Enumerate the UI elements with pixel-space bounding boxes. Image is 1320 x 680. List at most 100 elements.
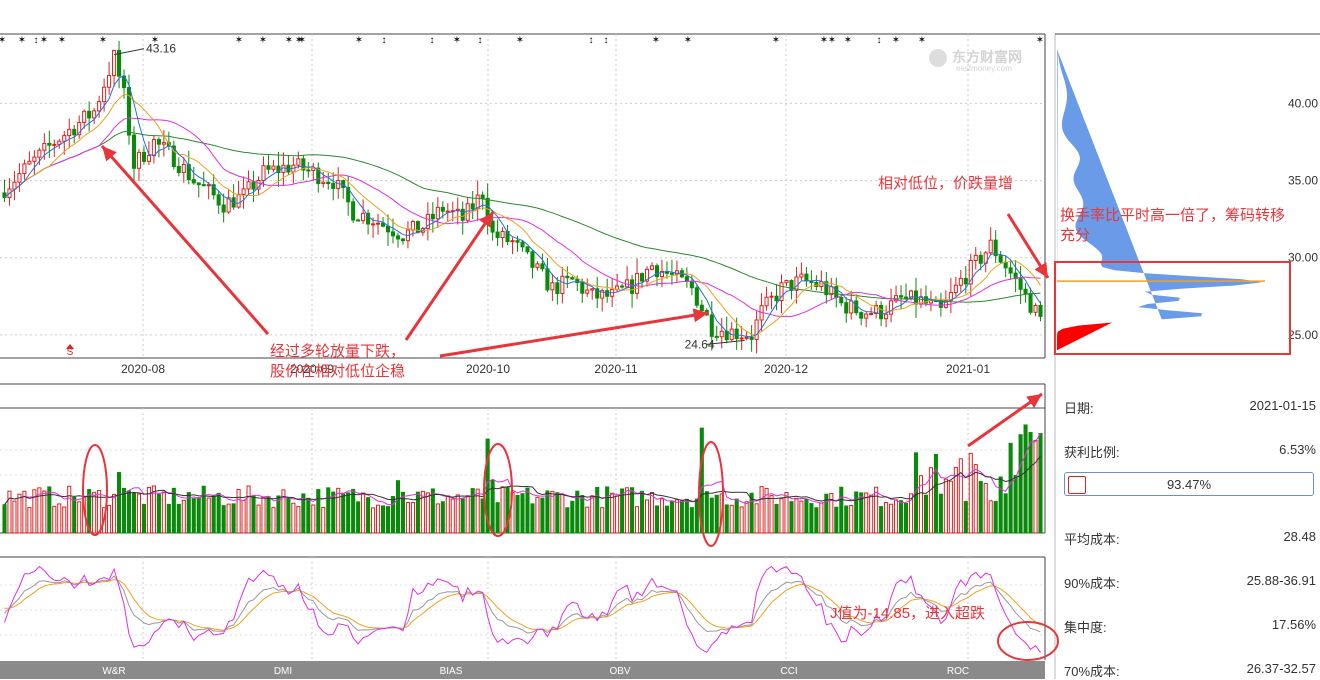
candle-down (859, 312, 864, 319)
arrow-to-volume (967, 392, 1043, 448)
candle-up (107, 75, 112, 88)
ma5-line (4, 74, 1041, 338)
candle-up (92, 110, 97, 119)
volume-bar-down (331, 491, 336, 534)
event-marker: ✶ (18, 35, 26, 46)
low-price-label: 24.64 (685, 337, 715, 351)
candle-up (884, 313, 889, 320)
volume-bar-down (1028, 432, 1033, 534)
volume-bar-down (196, 497, 201, 534)
candle-up (146, 155, 151, 162)
candle-up (874, 304, 879, 314)
volume-bar-down (470, 488, 475, 534)
j-value-ellipse (997, 621, 1059, 661)
volume-bar-up (988, 500, 993, 534)
volume-bar-up (819, 502, 824, 534)
volume-bar-down (385, 506, 391, 534)
volume-bar-down (276, 495, 281, 534)
volume-bar-up (445, 495, 450, 534)
volume-bar-up (236, 488, 241, 534)
avg-cost-label: 平均成本: (1064, 532, 1120, 547)
volume-bar-up (22, 490, 27, 534)
candle-down (191, 179, 196, 184)
volume-bar-down (575, 490, 580, 534)
candle-up (22, 163, 27, 175)
volume-bar-up (405, 502, 410, 534)
candle-down (72, 128, 77, 136)
candle-down (1013, 272, 1018, 280)
volume-bar-up (953, 467, 958, 534)
volume-bar-up (42, 490, 47, 534)
candle-up (206, 184, 211, 187)
arrow-to-oct-low (404, 211, 495, 341)
indicator-tab-obv: OBV (609, 666, 630, 677)
volume-bar-up (435, 503, 440, 534)
candle-up (236, 193, 241, 208)
event-marker: ✶ (235, 35, 243, 46)
candle-up (988, 239, 993, 254)
candle-down (346, 187, 351, 203)
candle-down (126, 87, 132, 136)
event-marker: ↕ (382, 35, 387, 46)
volume-bar-down (47, 486, 52, 534)
volume-bar-down (520, 493, 525, 534)
candle-up (17, 173, 22, 183)
volume-bar-down (211, 495, 216, 534)
candle-up (136, 151, 142, 169)
concentration-label: 集中度: (1064, 620, 1107, 635)
volume-bar-down (156, 493, 161, 534)
candle-up (241, 188, 246, 195)
volume-bar-down (839, 486, 844, 534)
candle-down (879, 304, 884, 320)
candle-up (764, 296, 769, 307)
volume-bar-up (37, 487, 42, 534)
volume-bar-down (709, 497, 714, 534)
volume-bar-down (809, 503, 814, 534)
volume-bar-up (321, 506, 326, 534)
volume-bar-down (580, 495, 585, 534)
cost70-label: 70%成本: (1064, 664, 1120, 679)
volume-bar-down (630, 487, 635, 534)
volume-bar-down (356, 501, 361, 534)
volume-bar-down (415, 491, 420, 534)
volume-bar-down (565, 507, 570, 534)
kdj-j-line (4, 565, 1041, 654)
candle-down (141, 151, 146, 162)
candle-down (639, 273, 645, 282)
candle-down (395, 235, 401, 240)
candle-down (400, 238, 406, 242)
volume-bar-up (246, 485, 251, 534)
volume-bar-down (395, 480, 401, 534)
candle-down (201, 184, 206, 187)
candle-up (52, 143, 57, 146)
volume-bar-down (306, 497, 311, 534)
volume-bar-up (615, 495, 620, 534)
volume-bar-up (610, 492, 615, 534)
volume-bar-down (1018, 434, 1023, 534)
y-tick-label: 25.00 (1288, 328, 1318, 342)
candle-up (769, 295, 774, 298)
volume-bar-up (455, 494, 460, 534)
volume-bar-down (266, 496, 271, 534)
candle-up (908, 290, 914, 299)
volume-bar-up (849, 505, 854, 534)
volume-bar-down (654, 505, 660, 534)
volume-bar-down (216, 492, 221, 534)
volume-bar-up (635, 506, 640, 534)
candle-down (978, 254, 983, 264)
concentration-value: 17.56% (1271, 617, 1316, 632)
candle-down (689, 280, 694, 289)
event-marker: ✶ (1036, 35, 1044, 46)
candle-down (844, 302, 849, 314)
volume-bar-up (161, 491, 166, 534)
volume-bar-up (62, 506, 67, 534)
candle-down (530, 251, 535, 268)
volume-bar-down (117, 472, 122, 534)
volume-bar-down (679, 500, 684, 534)
arrow-to-chip-head (1034, 262, 1048, 278)
volume-bar-up (371, 507, 376, 534)
candle-down (525, 246, 530, 253)
s-marker: S (67, 347, 74, 358)
candle-up (67, 128, 72, 137)
candle-up (82, 110, 87, 124)
